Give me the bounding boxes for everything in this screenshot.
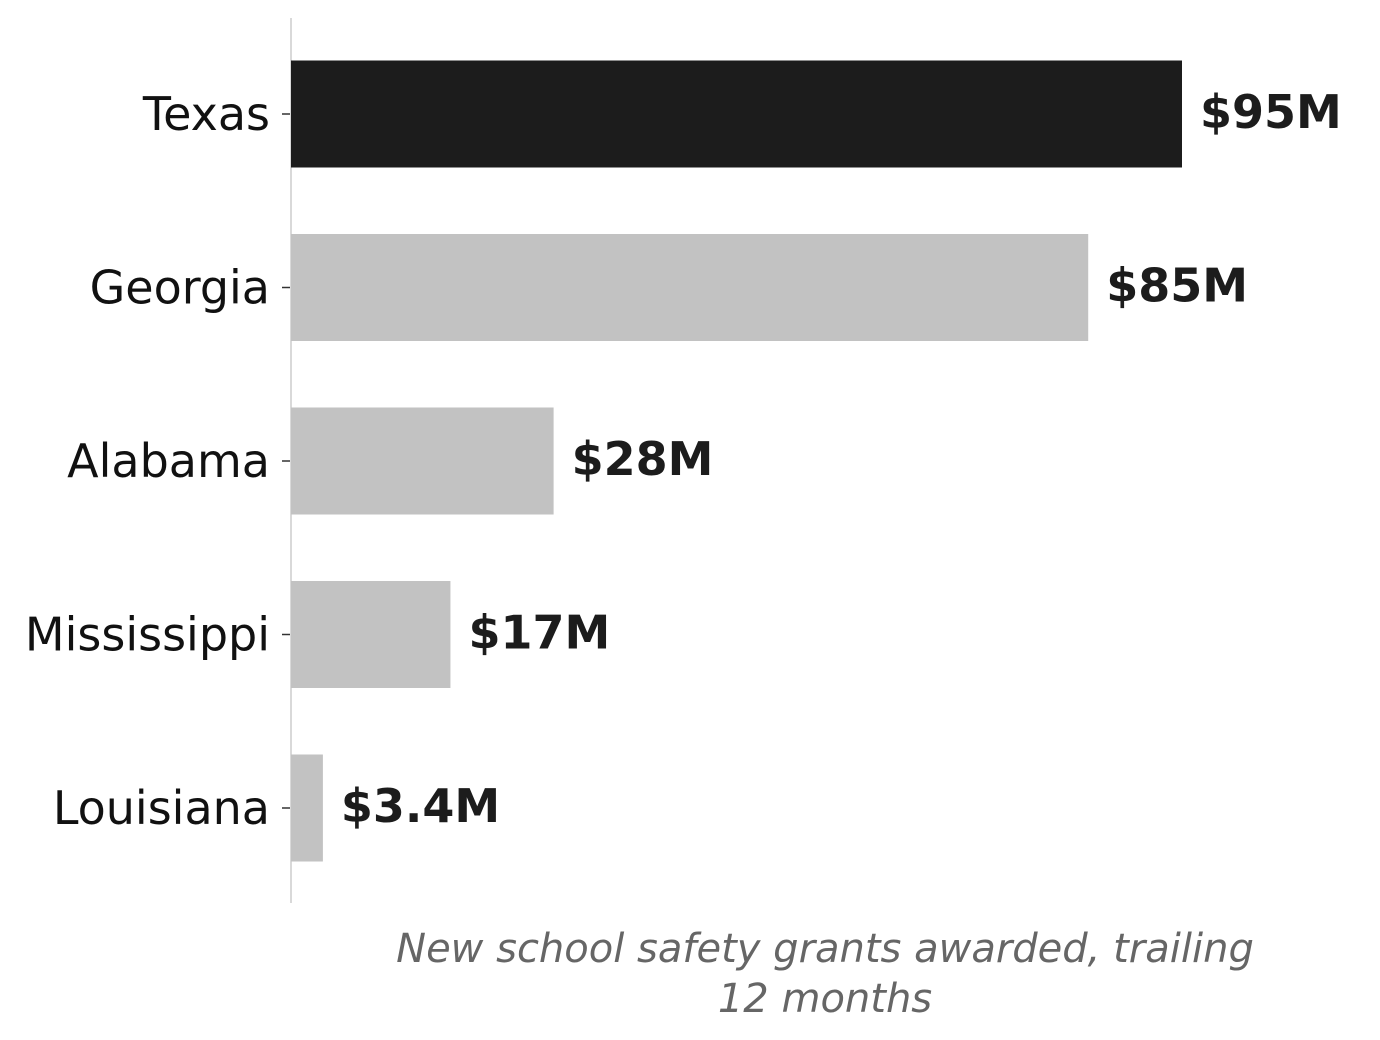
value-label-louisiana: $3.4M: [341, 779, 500, 833]
y-tick-label-alabama: Alabama: [67, 434, 270, 488]
bar-louisiana: [291, 754, 323, 862]
bar-alabama: [291, 407, 554, 515]
y-tick-label-georgia: Georgia: [90, 261, 270, 315]
x-axis-title-line-1: New school safety grants awarded, traili…: [396, 926, 1254, 972]
bar-georgia: [291, 234, 1089, 341]
x-axis-title-line-2: 12 months: [718, 976, 932, 1022]
value-label-georgia: $85M: [1106, 259, 1248, 313]
bar-texas: [291, 60, 1182, 168]
y-tick-label-texas: Texas: [142, 87, 270, 141]
bar-mississippi: [291, 581, 451, 688]
value-label-mississippi: $17M: [468, 606, 610, 660]
y-tick-label-louisiana: Louisiana: [53, 781, 270, 835]
value-label-alabama: $28M: [572, 432, 714, 486]
bars-layer: Texas $95M Georgia $85M Alabama $28M Mississip…: [25, 60, 1342, 862]
value-label-texas: $95M: [1200, 85, 1342, 139]
y-tick-label-mississippi: Mississippi: [25, 608, 270, 662]
